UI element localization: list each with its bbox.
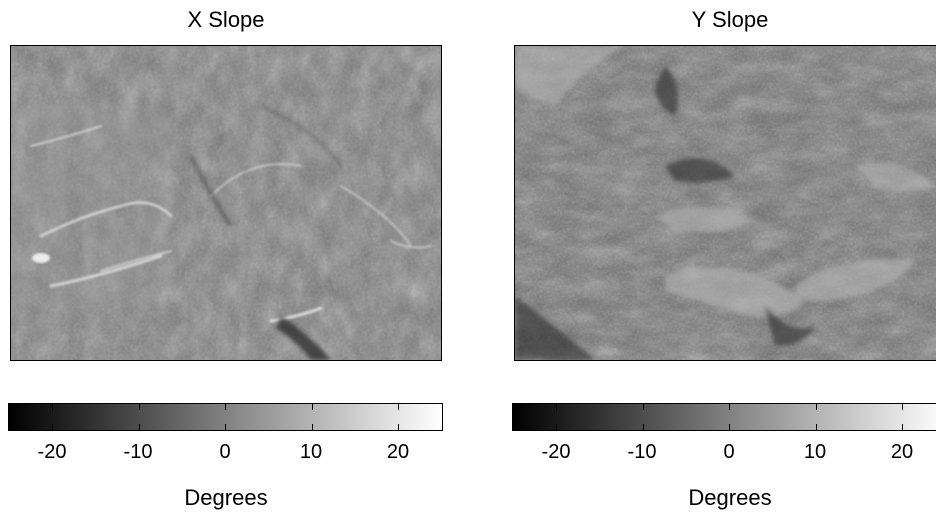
x-colorbar-tick-label: 20	[368, 440, 428, 464]
y-colorbar-tick-label: -10	[612, 440, 672, 464]
y-colorbar-tick-label: 10	[785, 440, 845, 464]
x-slope-image	[10, 45, 442, 361]
y-colorbar-tick-label: 20	[872, 440, 932, 464]
x-colorbar-label: Degrees	[10, 485, 442, 511]
x-colorbar-tick-label: 0	[195, 440, 255, 464]
y-colorbar-tick-label: -20	[526, 440, 586, 464]
y-colorbar-tick-label: 0	[699, 440, 759, 464]
x-colorbar-tick-label: -10	[108, 440, 168, 464]
x-colorbar-tick-label: 10	[281, 440, 341, 464]
y-slope-panel: Y Slope	[504, 0, 936, 512]
x-slope-panel: X Slope	[0, 0, 470, 512]
x-slope-colorbar	[8, 403, 443, 431]
x-slope-title: X Slope	[10, 6, 442, 34]
x-colorbar-tick-label: -20	[22, 440, 82, 464]
y-colorbar-label: Degrees	[514, 485, 936, 511]
y-slope-colorbar	[512, 403, 936, 431]
y-slope-title: Y Slope	[514, 6, 936, 34]
y-slope-image	[514, 45, 936, 361]
